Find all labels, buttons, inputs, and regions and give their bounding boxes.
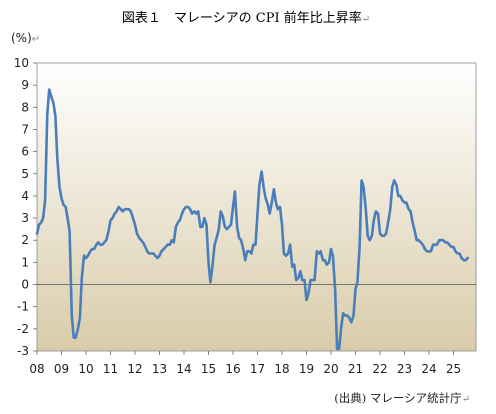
x-tick-label: 15 [201, 362, 216, 376]
y-tick-label: 3 [21, 211, 29, 225]
chart-title: 図表１ マレーシアの CPI 前年比上昇率↵ [122, 10, 370, 26]
y-tick-label: 9 [21, 78, 29, 92]
y-tick-label: 4 [21, 189, 29, 203]
x-tick-label: 19 [299, 362, 314, 376]
x-tick-label: 10 [78, 362, 93, 376]
x-axis-ticks: 08 09 10 11 12 13 14 15 16 17 18 19 20 21 22 23 24 25 [29, 351, 461, 376]
x-tick-label: 16 [225, 362, 240, 376]
x-tick-label: 14 [176, 362, 191, 376]
x-tick-label: 23 [397, 362, 412, 376]
x-tick-label: 09 [54, 362, 69, 376]
y-tick-label: 2 [21, 233, 29, 247]
x-tick-label: 08 [29, 362, 44, 376]
cpi-series-line [35, 88, 470, 351]
y-axis-unit-label: (%)↵ [11, 31, 40, 45]
x-tick-label: 22 [372, 362, 387, 376]
x-tick-label: 25 [446, 362, 461, 376]
series-layer [35, 88, 470, 351]
y-axis-unit-mark: ↵ [32, 34, 40, 45]
x-tick-label: 13 [152, 362, 167, 376]
chart-title-text: 図表１ マレーシアの CPI 前年比上昇率 [122, 10, 362, 26]
plot-area [36, 62, 477, 352]
source-note-text: (出典) マレーシア統計庁 [334, 391, 461, 405]
y-tick-label: 7 [21, 122, 29, 136]
y-tick-label: 8 [21, 100, 29, 114]
chart-title-mark: ↵ [362, 14, 370, 25]
source-note-mark: ↵ [462, 394, 470, 405]
x-tick-label: 20 [323, 362, 338, 376]
y-tick-label: -2 [17, 322, 29, 336]
y-axis-unit-text: (%) [11, 31, 32, 45]
y-tick-label: 0 [21, 278, 29, 292]
y-tick-label: 10 [14, 56, 29, 70]
y-tick-label: -1 [17, 300, 29, 314]
x-tick-label: 24 [421, 362, 436, 376]
y-tick-label: 1 [21, 255, 29, 269]
y-tick-label: 5 [21, 167, 29, 181]
x-tick-label: 21 [348, 362, 363, 376]
x-tick-label: 11 [103, 362, 118, 376]
x-tick-label: 12 [127, 362, 142, 376]
y-tick-label: 6 [21, 145, 29, 159]
x-tick-label: 17 [250, 362, 265, 376]
x-tick-label: 18 [274, 362, 289, 376]
y-axis-ticks: -3 -2 -1 0 1 2 3 4 5 6 7 8 9 10 [14, 56, 37, 358]
source-note: (出典) マレーシア統計庁↵ [334, 391, 470, 405]
y-tick-label: -3 [17, 344, 29, 358]
